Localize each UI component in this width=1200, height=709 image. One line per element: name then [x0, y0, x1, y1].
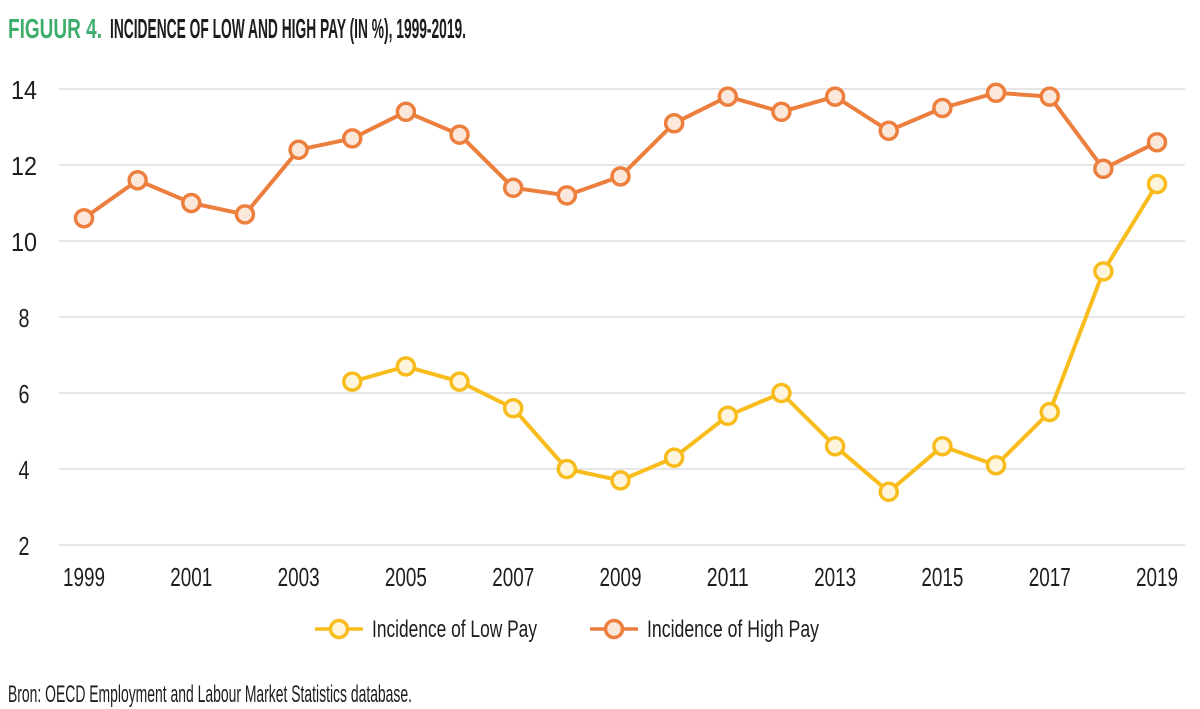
y-axis-tick-label: 6 — [19, 379, 30, 409]
incidence-of-low-pay-point-2007 — [502, 397, 524, 419]
source-note: Bron: OECD Employment and Labour Market … — [8, 681, 412, 708]
legend-marker-incidence-of-low-pay — [328, 618, 350, 640]
incidence-of-high-pay-point-2004 — [342, 128, 363, 149]
incidence-of-high-pay-point-2019 — [1146, 131, 1168, 153]
incidence-of-high-pay-line — [82, 90, 1159, 221]
incidence-of-low-pay-point-2006 — [449, 371, 470, 392]
incidence-of-high-pay-point-2018 — [1093, 158, 1114, 180]
incidence-of-low-pay-point-2012 — [771, 382, 792, 404]
figure-title: INCIDENCE OF LOW AND HIGH PAY (IN %), 19… — [110, 13, 466, 44]
incidence-of-low-pay-point-2004 — [342, 371, 363, 392]
incidence-of-high-pay-point-2006 — [449, 124, 470, 145]
incidence-of-high-pay-point-2016 — [985, 82, 1007, 104]
x-axis-tick-label: 2015 — [921, 562, 963, 592]
incidence-of-low-pay-point-2010 — [663, 447, 685, 468]
incidence-of-low-pay-point-2018 — [1093, 261, 1114, 282]
y-axis-tick-label: 4 — [19, 455, 30, 485]
incidence-of-high-pay-point-2010 — [663, 112, 685, 134]
incidence-of-high-pay-point-2001 — [181, 192, 202, 214]
incidence-of-low-pay-point-2017 — [1039, 401, 1060, 423]
chart-legend: Incidence of Low Pay Incidence of High Pa… — [315, 616, 819, 643]
incidence-of-low-pay-point-2008 — [556, 458, 578, 480]
incidence-of-high-pay-point-1999 — [73, 207, 95, 229]
incidence-of-high-pay-point-2005 — [395, 101, 417, 123]
y-axis-labels: 2 4 6 8 10 12 14 — [11, 75, 37, 561]
incidence-of-high-pay-point-2009 — [610, 166, 631, 187]
incidence-of-low-pay-point-2009 — [610, 470, 631, 491]
incidence-of-low-pay-point-2011 — [717, 405, 739, 427]
figure-label: FIGUUR 4. — [8, 13, 102, 44]
legend-item-incidence-of-high-pay: Incidence of High Pay — [590, 616, 819, 643]
series-lines — [73, 82, 1168, 503]
legend-marker-incidence-of-high-pay — [603, 618, 625, 640]
incidence-of-low-pay-point-2019 — [1146, 173, 1168, 195]
x-axis-tick-label: 2005 — [385, 562, 427, 592]
incidence-of-low-pay-line — [350, 182, 1159, 494]
y-axis-tick-label: 2 — [19, 531, 30, 561]
incidence-of-high-pay-point-2007 — [502, 177, 524, 199]
incidence-of-low-pay-point-2015 — [932, 435, 953, 457]
incidence-of-high-pay-point-2000 — [127, 169, 148, 191]
x-axis-tick-label: 2019 — [1136, 562, 1178, 592]
y-axis-tick-label: 14 — [11, 75, 37, 105]
incidence-of-high-pay-point-2015 — [932, 97, 953, 119]
x-axis-tick-label: 2011 — [707, 562, 749, 592]
x-axis-tick-label: 2003 — [278, 562, 320, 592]
legend-label-incidence-of-high-pay: Incidence of High Pay — [647, 616, 819, 643]
incidence-of-high-pay-point-2012 — [771, 101, 792, 123]
incidence-of-high-pay-point-2011 — [717, 86, 739, 107]
incidence-of-high-pay-point-2002 — [234, 204, 256, 225]
incidence-of-high-pay-point-2008 — [556, 185, 578, 206]
gridlines — [59, 88, 1185, 546]
incidence-of-high-pay-point-2014 — [878, 120, 899, 142]
x-axis-tick-label: 2013 — [814, 562, 856, 592]
x-axis-tick-label: 2009 — [600, 562, 642, 592]
x-axis-labels: 1999 2001 2003 2005 2007 2009 2011 2013 2015 2017… — [63, 562, 1178, 592]
incidence-of-high-pay-point-2017 — [1039, 86, 1060, 107]
incidence-of-low-pay-point-2005 — [395, 356, 417, 377]
legend-item-incidence-of-low-pay: Incidence of Low Pay — [315, 616, 537, 643]
x-axis-tick-label: 2007 — [492, 562, 534, 592]
incidence-of-low-pay-point-2013 — [824, 435, 846, 457]
incidence-of-high-pay-point-2013 — [824, 86, 846, 107]
incidence-of-low-pay-point-2016 — [985, 454, 1007, 476]
x-axis-tick-label: 1999 — [63, 562, 105, 592]
y-axis-tick-label: 10 — [11, 227, 37, 257]
x-axis-tick-label: 2001 — [170, 562, 212, 592]
legend-label-incidence-of-low-pay: Incidence of Low Pay — [372, 616, 537, 643]
incidence-of-high-pay-point-2003 — [288, 139, 309, 161]
x-axis-tick-label: 2017 — [1029, 562, 1071, 592]
y-axis-tick-label: 12 — [11, 151, 37, 181]
y-axis-tick-label: 8 — [19, 303, 30, 333]
incidence-of-low-pay-point-2014 — [878, 481, 899, 503]
